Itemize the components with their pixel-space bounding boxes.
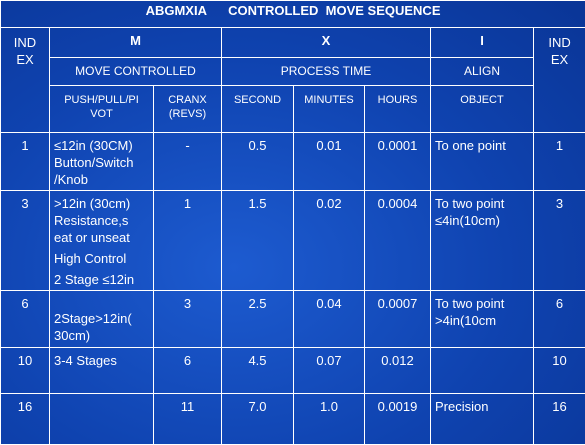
title-row: ABGMXIA CONTROLLED MOVE SEQUENCE: [0, 0, 585, 29]
push-pull-pivot-line2: VOT: [90, 107, 113, 120]
i-header: I: [430, 27, 534, 59]
index-right-cell: 6: [532, 289, 585, 349]
x-header: X: [221, 27, 431, 59]
cranx-header: CRANX (REVS): [153, 84, 222, 133]
push-pull-pivot-header: PUSH/PULL/PI VOT: [49, 84, 154, 133]
object-line: To two point: [435, 196, 505, 212]
object-line: Precision: [435, 398, 489, 414]
hours-cell: 0.0007: [364, 289, 431, 349]
table-row: 10 3-4 Stages 6 4.5 0.07 0.012 10: [0, 347, 585, 394]
cranx-cell: 3: [153, 289, 222, 349]
hours-cell: 0.0001: [364, 131, 431, 192]
second-cell: 7.0: [221, 392, 294, 445]
push-pull-pivot-cell: 3-4 Stages: [49, 347, 154, 394]
table-row: 1 ≤12in (30CM) Button/Switch /Knob - 0.5…: [0, 131, 585, 192]
second-header: SECOND: [221, 84, 294, 133]
object-cell: [430, 347, 534, 394]
table-row: 3 >12in (30cm) Resistance,s eat or unsea…: [0, 190, 585, 291]
cranx-line2: (REVS): [168, 107, 207, 120]
index-cell: 1: [0, 131, 50, 192]
minutes-cell: 0.02: [293, 190, 365, 291]
push-line: /Knob: [54, 171, 88, 187]
table-row: 6 2Stage>12in( 30cm) 3 2.5 0.04 0.0007 T…: [0, 289, 585, 349]
m-header: M: [49, 27, 222, 59]
object-line: ≤4in(10cm): [435, 213, 500, 229]
index-cell: 6: [0, 289, 50, 349]
object-cell: To two point >4in(10cm: [430, 289, 534, 349]
second-cell: 2.5: [221, 289, 294, 349]
index-right-cell: 1: [532, 131, 585, 192]
object-cell: To two point ≤4in(10cm): [430, 190, 534, 291]
push-line: Resistance,s: [54, 213, 129, 229]
index-header-right: IND EX: [532, 27, 585, 133]
push-line: 3-4 Stages: [54, 353, 117, 369]
second-cell: 0.5: [221, 131, 294, 192]
object-cell: To one point: [430, 131, 534, 192]
header-row-columns: PUSH/PULL/PI VOT CRANX (REVS) SECOND MIN…: [1, 84, 585, 133]
push-pull-pivot-cell: >12in (30cm) Resistance,s eat or unseat …: [49, 190, 154, 291]
minutes-header: MINUTES: [293, 84, 365, 133]
hours-cell: 0.0004: [364, 190, 431, 291]
object-header: OBJECT: [430, 84, 534, 133]
index-header-left: IND EX: [0, 27, 50, 133]
table-row: 16 11 7.0 1.0 0.0019 Precision 16: [0, 392, 585, 445]
process-time-header: PROCESS TIME: [221, 57, 431, 86]
object-cell: Precision: [430, 392, 534, 445]
push-pull-pivot-line1: PUSH/PULL/PI: [64, 93, 139, 106]
push-pull-pivot-cell: 2Stage>12in( 30cm): [49, 289, 154, 349]
index-header-left-line2: EX: [16, 52, 34, 68]
cranx-cell: 11: [153, 392, 222, 445]
object-line: To two point: [435, 295, 505, 311]
index-right-cell: 3: [532, 190, 585, 291]
object-line: To one point: [435, 137, 506, 153]
index-cell: 16: [0, 392, 50, 445]
hours-cell: 0.012: [364, 347, 431, 394]
minutes-cell: 0.07: [293, 347, 365, 394]
push-pull-pivot-cell: [49, 392, 154, 445]
cranx-cell: 1: [153, 190, 222, 291]
cranx-cell: 6: [153, 347, 222, 394]
hours-cell: 0.0019: [364, 392, 431, 445]
push-line: 2Stage>12in(: [54, 310, 132, 326]
object-line: >4in(10cm: [435, 312, 497, 328]
push-line: ≤12in (30CM): [54, 137, 133, 153]
push-line: 30cm): [54, 327, 91, 343]
index-right-cell: 10: [532, 347, 585, 394]
header-row-groups: MOVE CONTROLLED PROCESS TIME ALIGN: [1, 57, 585, 86]
minutes-cell: 0.01: [293, 131, 365, 192]
hours-header: HOURS: [364, 84, 431, 133]
index-header-right-line1: IND: [548, 35, 571, 51]
header-row-letters: IND EX M X I IND EX: [0, 27, 585, 133]
move-controlled-header: MOVE CONTROLLED: [49, 57, 222, 86]
cranx-line1: CRANX: [168, 93, 207, 106]
table-title: ABGMXIA CONTROLLED MOVE SEQUENCE: [0, 0, 585, 29]
push-line: eat or unseat: [54, 230, 130, 246]
push-line: Button/Switch: [54, 154, 134, 170]
align-header: ALIGN: [430, 57, 534, 86]
push-line: High Control: [54, 251, 127, 267]
index-right-cell: 16: [532, 392, 585, 445]
push-line: 2 Stage ≤12in: [54, 272, 135, 288]
cranx-cell: -: [153, 131, 222, 192]
minutes-cell: 0.04: [293, 289, 365, 349]
index-cell: 3: [0, 190, 50, 291]
push-line: >12in (30cm): [54, 196, 131, 212]
index-header-left-line1: IND: [13, 35, 37, 51]
minutes-cell: 1.0: [293, 392, 365, 445]
second-cell: 1.5: [221, 190, 294, 291]
index-header-right-line2: EX: [550, 52, 569, 68]
index-cell: 10: [0, 347, 50, 394]
second-cell: 4.5: [221, 347, 294, 394]
push-pull-pivot-cell: ≤12in (30CM) Button/Switch /Knob: [49, 131, 154, 192]
